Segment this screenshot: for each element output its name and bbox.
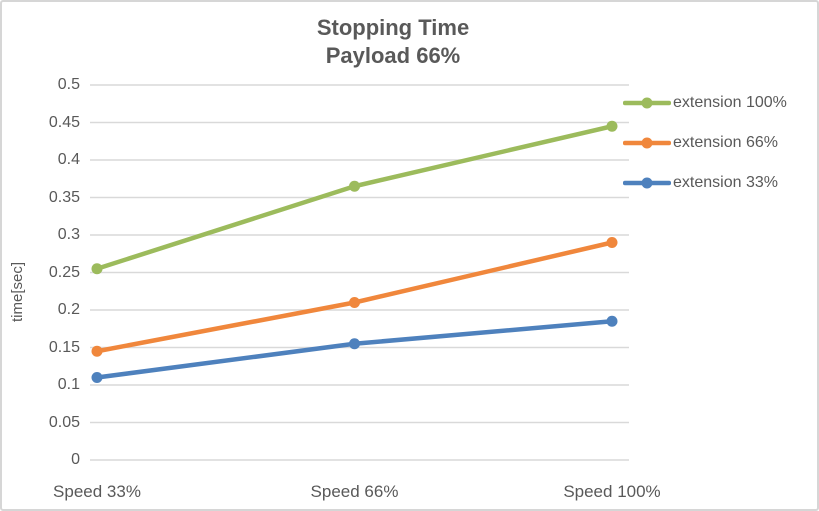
y-tick-label: 0.5 [57, 76, 80, 93]
data-point-marker [349, 180, 360, 192]
data-point-marker [91, 345, 103, 357]
y-tick-label: 0.4 [57, 151, 80, 168]
y-tick-label: 0.3 [57, 226, 80, 243]
chart-title-block: Stopping Time Payload 66% [2, 14, 784, 70]
legend-label: extension 66% [673, 134, 778, 151]
chart-title: Stopping Time [316, 15, 470, 40]
y-tick-label: 0.15 [48, 338, 80, 356]
legend-swatch-icon [623, 177, 671, 189]
legend-item-2: extension 33% [623, 170, 817, 196]
y-tick-label: 0.35 [48, 188, 80, 206]
y-tick-label: 0.1 [57, 376, 80, 393]
y-tick-label: 0.2 [57, 301, 80, 318]
data-point-marker [349, 297, 360, 308]
data-point-marker [91, 263, 103, 275]
y-tick-label: 0.05 [48, 413, 80, 431]
legend-swatch-icon [623, 137, 671, 149]
series-line-1 [94, 240, 615, 354]
chart-subtitle: Payload 66% [325, 43, 461, 68]
x-axis-label: Speed 33% [53, 482, 141, 501]
x-axis-label: Speed 100% [563, 482, 661, 501]
y-tick-label: 0.45 [48, 113, 80, 131]
y-tick-label: 0 [71, 451, 80, 468]
legend-label: extension 33% [673, 174, 778, 191]
data-point-marker [606, 237, 618, 248]
legend: extension 100% extension 66% extension 33% [623, 90, 817, 210]
data-point-marker [606, 315, 618, 327]
legend-item-1: extension 66% [623, 130, 817, 156]
data-point-marker [91, 372, 103, 383]
legend-swatch-icon [623, 97, 671, 109]
series-line-2 [94, 319, 615, 380]
legend-label: extension 100% [673, 94, 787, 111]
data-point-marker [349, 338, 360, 350]
y-tick-label: 0.25 [48, 263, 80, 281]
data-point-marker [606, 120, 618, 132]
legend-item-0: extension 100% [623, 90, 817, 116]
x-axis-label: Speed 66% [310, 482, 399, 501]
